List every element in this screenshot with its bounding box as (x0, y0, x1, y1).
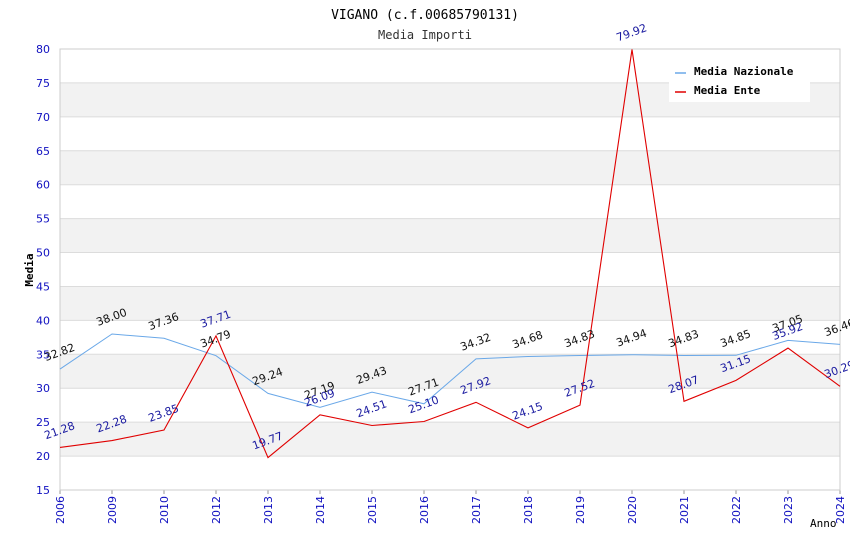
x-tick-label: 2019 (574, 496, 587, 524)
x-axis-ticks: 2006 2009 2010 2012 2013 2014 2015 2016 2017 2018… (54, 496, 847, 524)
grid-bands (60, 82, 840, 457)
legend-label-media-ente: Media Ente (694, 84, 761, 97)
y-tick-label: 55 (36, 213, 50, 226)
legend: Media Nazionale Media Ente (669, 61, 810, 102)
y-tick-label: 45 (36, 280, 50, 293)
x-tick-label: 2018 (522, 496, 535, 524)
y-tick-label: 40 (36, 314, 50, 327)
x-tick-label: 2013 (262, 496, 275, 524)
y-tick-label: 75 (36, 77, 50, 90)
x-tick-label: 2017 (470, 496, 483, 524)
x-axis-label: Anno (810, 517, 837, 530)
x-tick-label: 2016 (418, 496, 431, 524)
y-tick-label: 65 (36, 145, 50, 158)
x-tick-label: 2023 (782, 496, 795, 524)
series-line-media-nazionale (59, 333, 841, 408)
x-tick-label: 2022 (730, 496, 743, 524)
x-tick-label: 2006 (54, 496, 67, 524)
x-tick-label: 2021 (678, 496, 691, 524)
plot-area-border (59, 48, 841, 491)
y-tick-label: 20 (36, 450, 50, 463)
grid-band (60, 150, 840, 185)
y-tick-label: 30 (36, 382, 50, 395)
y-axis-label: Media (23, 253, 36, 286)
y-tick-label: 60 (36, 179, 50, 192)
chart-title: VIGANO (c.f.00685790131) (331, 8, 519, 23)
y-tick-label: 50 (36, 247, 50, 260)
grid-band (60, 422, 840, 457)
x-tick-label: 2014 (314, 496, 327, 524)
y-tick-label: 35 (36, 348, 50, 361)
series-lines (59, 49, 841, 459)
x-tick-label: 2024 (834, 496, 847, 524)
y-tick-label: 80 (36, 43, 50, 56)
x-tick-label: 2012 (210, 496, 223, 524)
x-tick-label: 2009 (106, 496, 119, 524)
chart-subtitle: Media Importi (378, 28, 472, 42)
legend-label-media-nazionale: Media Nazionale (694, 65, 794, 78)
x-tick-label: 2010 (158, 496, 171, 524)
x-tick-label: 2015 (366, 496, 379, 524)
series-line-media-ente (59, 49, 841, 459)
y-tick-label: 70 (36, 111, 50, 124)
x-tick-label: 2020 (626, 496, 639, 524)
y-tick-label: 25 (36, 416, 50, 429)
grid-band (60, 286, 840, 321)
y-axis-ticks: 15 20 25 30 35 40 45 50 55 60 65 70 75 80 (36, 43, 50, 497)
grid-band (60, 218, 840, 253)
y-tick-label: 15 (36, 484, 50, 497)
legend-box (669, 61, 810, 102)
